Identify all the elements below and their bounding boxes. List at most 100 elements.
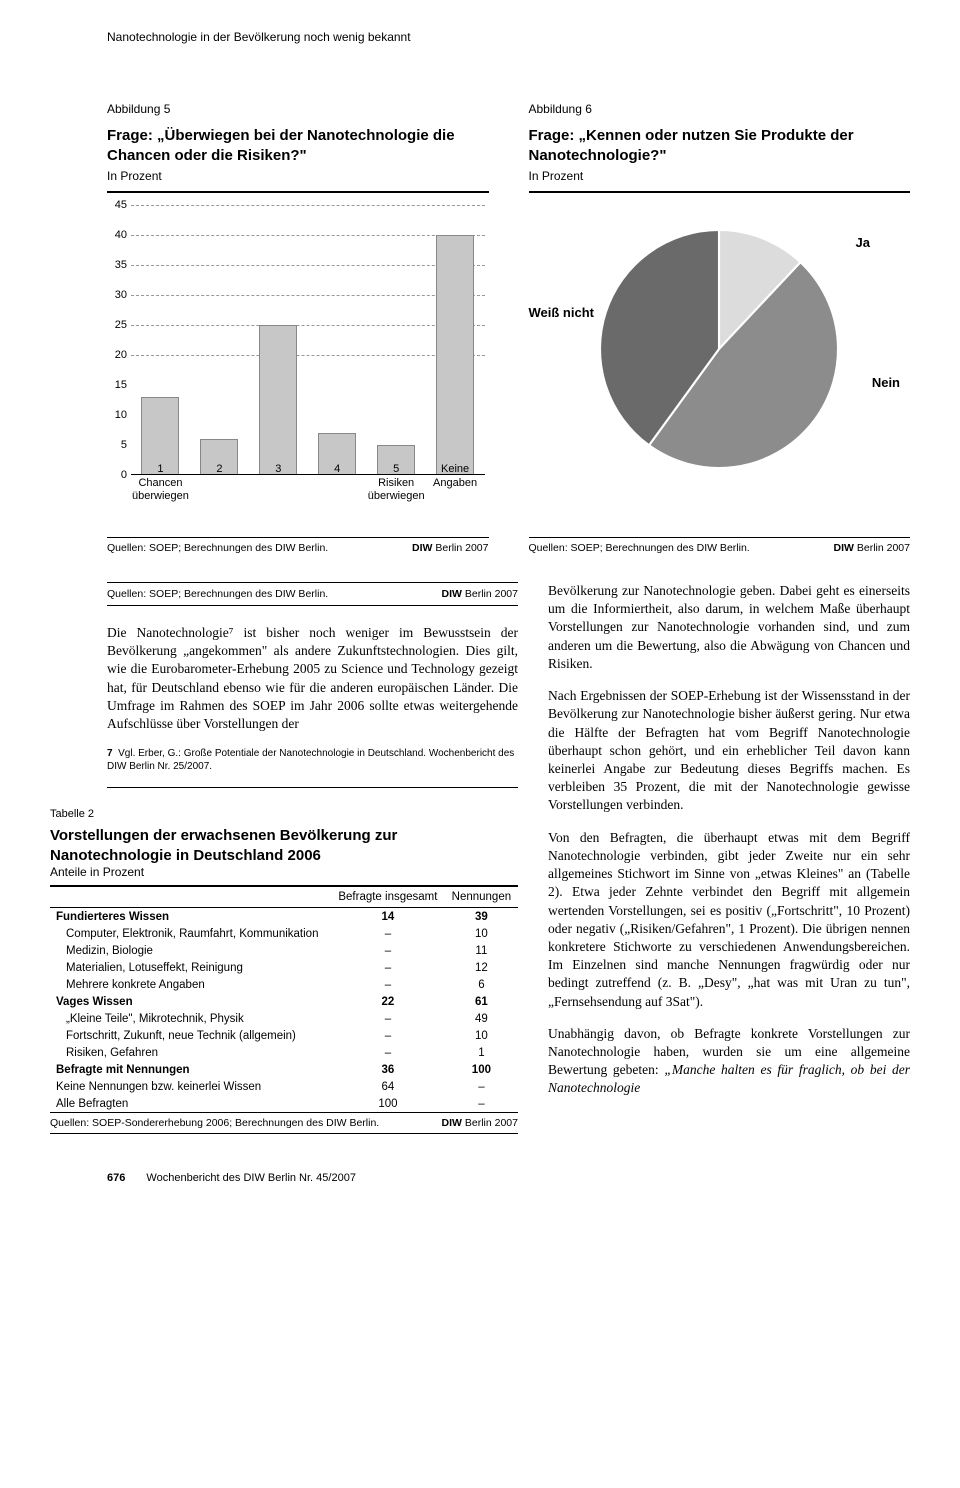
table-cell: – xyxy=(331,976,445,993)
left-paragraph: Die Nanotechnologie⁷ ist bisher noch wen… xyxy=(107,624,518,733)
table-row: Befragte mit Nennungen36100 xyxy=(50,1061,518,1078)
table-cell: – xyxy=(445,1095,518,1113)
table-src-l: Quellen: SOEP-Sondererhebung 2006; Berec… xyxy=(50,1117,379,1129)
x-label: 1Chancenüberwiegen xyxy=(131,463,190,503)
table-cell: 100 xyxy=(445,1061,518,1078)
table-src-r: Berlin 2007 xyxy=(462,1117,518,1129)
table-source: Quellen: SOEP-Sondererhebung 2006; Berec… xyxy=(50,1113,518,1134)
table-cell: – xyxy=(331,959,445,976)
bar-chart: 051015202530354045 1Chancenüberwiegen234… xyxy=(107,195,489,515)
table-cell: 100 xyxy=(331,1095,445,1113)
pie-label-wn: Weiß nicht xyxy=(529,305,594,320)
fig6-source-diw: DIW xyxy=(834,542,854,554)
table-row: Materialien, Lotuseffekt, Reinigung–12 xyxy=(50,959,518,976)
x-label: 5Risikenüberwiegen xyxy=(367,463,426,503)
table-cell: 61 xyxy=(445,993,518,1010)
pie-label-nein: Nein xyxy=(872,375,900,390)
x-label: 4 xyxy=(308,463,367,503)
left-src-r: Berlin 2007 xyxy=(462,588,518,600)
table-cell: – xyxy=(331,942,445,959)
footnote-text: Vgl. Erber, G.: Große Potentiale der Nan… xyxy=(107,748,514,772)
table-cell: 64 xyxy=(331,1078,445,1095)
fig5-label: Abbildung 5 xyxy=(107,102,489,116)
table-cell: – xyxy=(331,1010,445,1027)
fig5-source: Quellen: SOEP; Berechnungen des DIW Berl… xyxy=(107,537,489,554)
table-subtitle: Anteile in Prozent xyxy=(50,865,518,879)
fig5-source-diw: DIW xyxy=(412,542,432,554)
y-tick: 45 xyxy=(107,199,127,211)
fig5-source-right: Berlin 2007 xyxy=(432,542,488,554)
y-tick: 0 xyxy=(107,469,127,481)
table-row: Fortschritt, Zukunft, neue Technik (allg… xyxy=(50,1027,518,1044)
y-tick: 5 xyxy=(107,439,127,451)
table-2: Befragte insgesamt Nennungen Fundiertere… xyxy=(50,885,518,1113)
table-cell: 1 xyxy=(445,1044,518,1061)
fig6-source-right: Berlin 2007 xyxy=(854,542,910,554)
table-cell: Keine Nennungen bzw. keinerlei Wissen xyxy=(50,1078,331,1095)
table-cell: 14 xyxy=(331,908,445,926)
table-cell: Materialien, Lotuseffekt, Reinigung xyxy=(50,959,331,976)
table-cell: Vages Wissen xyxy=(50,993,331,1010)
table-row: Fundierteres Wissen1439 xyxy=(50,908,518,926)
table-cell: Mehrere konkrete Angaben xyxy=(50,976,331,993)
page-number: 676 xyxy=(107,1172,125,1184)
table-title: Vorstellungen der erwachsenen Bevölkerun… xyxy=(50,826,518,865)
table-cell: 39 xyxy=(445,908,518,926)
table-cell: – xyxy=(331,925,445,942)
table-row: Vages Wissen2261 xyxy=(50,993,518,1010)
table-cell: „Kleine Teile", Mikrotechnik, Physik xyxy=(50,1010,331,1027)
x-label: 2 xyxy=(190,463,249,503)
table-cell: – xyxy=(331,1027,445,1044)
table-cell: 11 xyxy=(445,942,518,959)
right-p2: Nach Ergebnissen der SOEP-Erhebung ist d… xyxy=(548,687,910,815)
right-p1: Bevölkerung zur Nanotechnologie geben. D… xyxy=(548,582,910,673)
table-cell: 10 xyxy=(445,925,518,942)
pie-label-ja: Ja xyxy=(856,235,870,250)
y-tick: 35 xyxy=(107,259,127,271)
footnote-7: 7 Vgl. Erber, G.: Große Potentiale der N… xyxy=(107,747,518,788)
y-tick: 30 xyxy=(107,289,127,301)
fig6-title: Frage: „Kennen oder nutzen Sie Produkte … xyxy=(529,126,911,165)
table-col-1: Befragte insgesamt xyxy=(331,886,445,908)
figure-5: Abbildung 5 Frage: „Überwiegen bei der N… xyxy=(107,102,489,554)
fig6-label: Abbildung 6 xyxy=(529,102,911,116)
page-footer: 676 Wochenbericht des DIW Berlin Nr. 45/… xyxy=(107,1172,910,1184)
table-cell: 12 xyxy=(445,959,518,976)
table-col-2: Nennungen xyxy=(445,886,518,908)
table-row: Risiken, Gefahren–1 xyxy=(50,1044,518,1061)
table-src-diw: DIW xyxy=(442,1117,462,1129)
right-p4: Unabhängig davon, ob Befragte konkrete V… xyxy=(548,1025,910,1098)
body-columns: Quellen: SOEP; Berechnungen des DIW Berl… xyxy=(50,582,910,1134)
table-row: Mehrere konkrete Angaben–6 xyxy=(50,976,518,993)
table-cell: Risiken, Gefahren xyxy=(50,1044,331,1061)
table-label: Tabelle 2 xyxy=(50,808,518,820)
table-row: Computer, Elektronik, Raumfahrt, Kommuni… xyxy=(50,925,518,942)
right-p3: Von den Befragten, die überhaupt etwas m… xyxy=(548,829,910,1011)
table-cell: 22 xyxy=(331,993,445,1010)
x-label: KeineAngaben xyxy=(426,463,485,503)
running-header: Nanotechnologie in der Bevölkerung noch … xyxy=(107,30,910,44)
y-tick: 20 xyxy=(107,349,127,361)
table-row: Alle Befragten100– xyxy=(50,1095,518,1113)
left-src-diw: DIW xyxy=(442,588,462,600)
figure-6: Abbildung 6 Frage: „Kennen oder nutzen S… xyxy=(529,102,911,554)
table-cell: Fundierteres Wissen xyxy=(50,908,331,926)
table-row: Keine Nennungen bzw. keinerlei Wissen64– xyxy=(50,1078,518,1095)
bar xyxy=(259,325,297,475)
table-cell: – xyxy=(445,1078,518,1095)
table-cell: Medizin, Biologie xyxy=(50,942,331,959)
table-cell: 6 xyxy=(445,976,518,993)
pie-chart: Ja Nein Weiß nicht xyxy=(529,195,911,515)
table-row: Medizin, Biologie–11 xyxy=(50,942,518,959)
y-tick: 40 xyxy=(107,229,127,241)
figures-row: Abbildung 5 Frage: „Überwiegen bei der N… xyxy=(107,102,910,554)
left-source-line: Quellen: SOEP; Berechnungen des DIW Berl… xyxy=(107,582,518,606)
left-column: Quellen: SOEP; Berechnungen des DIW Berl… xyxy=(50,582,518,1134)
y-tick: 15 xyxy=(107,379,127,391)
left-src-l: Quellen: SOEP; Berechnungen des DIW Berl… xyxy=(107,588,328,600)
table-cell: 49 xyxy=(445,1010,518,1027)
y-tick: 10 xyxy=(107,409,127,421)
fig5-source-left: Quellen: SOEP; Berechnungen des DIW Berl… xyxy=(107,542,328,554)
table-cell: Befragte mit Nennungen xyxy=(50,1061,331,1078)
footer-ref: Wochenbericht des DIW Berlin Nr. 45/2007 xyxy=(146,1172,356,1184)
